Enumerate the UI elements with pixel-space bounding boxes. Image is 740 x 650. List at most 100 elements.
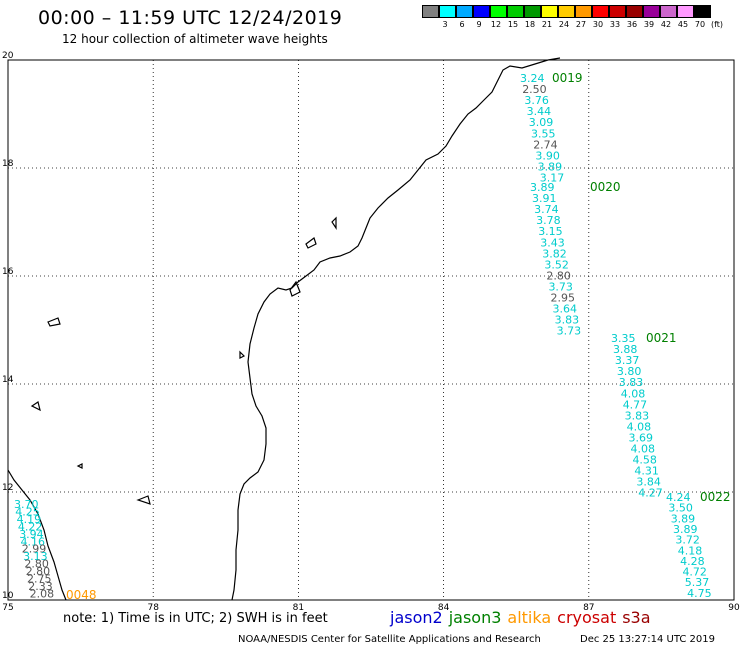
colorbar-label: 33: [609, 20, 621, 29]
swh-value-label: 3.90: [535, 149, 560, 162]
colorbar-label: 18: [524, 20, 536, 29]
swh-value-label: 3.76: [524, 94, 549, 107]
swh-value-label: 3.78: [536, 214, 561, 227]
coastline: [7, 57, 561, 601]
swh-value-label: 4.58: [632, 454, 657, 467]
colorbar-swatch: [660, 5, 677, 18]
x-tick-label: 81: [293, 603, 304, 613]
colorbar-swatch: [694, 5, 711, 18]
colorbar-swatch: [507, 5, 524, 18]
pass-id-label: 0019: [552, 71, 583, 85]
swh-value-label: 2.80: [26, 565, 51, 578]
coastline-main: [231, 57, 561, 601]
colorbar-label: 15: [507, 20, 519, 29]
swh-value-label: 3.35: [611, 332, 636, 345]
colorbar-label: 42: [660, 20, 672, 29]
swh-value-label: 3.73: [557, 325, 582, 338]
page-title: 00:00 – 11:59 UTC 12/24/2019: [38, 7, 343, 29]
credit-text: NOAA/NESDIS Center for Satellite Applica…: [238, 634, 541, 645]
swh-value-label: 3.17: [540, 171, 565, 184]
swh-value-label: 4.25: [15, 505, 40, 518]
coastline-south: [7, 469, 67, 601]
colorbar-label: 70: [694, 20, 706, 29]
y-tick-label: 20: [2, 51, 14, 61]
swh-value-label: 3.89: [530, 181, 555, 194]
satellite-name: s3a: [622, 608, 651, 627]
swh-value-label: 3.69: [629, 431, 654, 444]
colorbar-label: 21: [541, 20, 553, 29]
swh-value-label: 3.74: [534, 203, 559, 216]
swh-value-label: 3.80: [617, 365, 642, 378]
swh-value-label: 3.88: [613, 343, 638, 356]
swh-value-label: 3.84: [636, 476, 661, 489]
pass-id-label: 0022: [700, 490, 731, 504]
swh-value-label: 3.94: [19, 528, 44, 541]
track-labels: 3.242.503.763.443.093.552.743.903.893.17…: [14, 71, 731, 602]
swh-value-label: 4.75: [687, 587, 712, 600]
swh-value-label: 4.28: [680, 555, 705, 568]
x-tick-label: 75: [2, 603, 13, 613]
swh-value-label: 5.37: [685, 576, 710, 589]
swh-value-label: 2.50: [522, 83, 547, 96]
swh-value-label: 4.31: [634, 465, 659, 478]
swh-value-label: 3.50: [668, 502, 693, 515]
plot-frame: [7, 59, 735, 601]
x-tick-label: 87: [583, 603, 594, 613]
swh-value-label: 3.44: [527, 105, 552, 118]
swh-value-label: 3.83: [555, 314, 580, 327]
colorbar-label: 36: [626, 20, 638, 29]
swh-value-label: 3.43: [540, 236, 565, 249]
swh-value-label: 3.89: [538, 160, 563, 173]
swh-value-label: 4.24: [666, 491, 691, 504]
colorbar-swatch: [524, 5, 541, 18]
swh-value-label: 4.77: [623, 398, 648, 411]
colorbar-swatch: [626, 5, 643, 18]
island-4: [239, 350, 246, 359]
swh-value-label: 3.82: [542, 247, 567, 260]
satellite-name: altika: [507, 608, 552, 627]
colorbar-swatch: [558, 5, 575, 18]
coastline-lake: [305, 237, 317, 249]
swh-value-label: 4.27: [638, 487, 663, 500]
colorbar-swatch: [422, 5, 439, 18]
swh-value-label: 3.72: [675, 534, 700, 547]
island-2: [30, 401, 41, 412]
swh-value-label: 3.89: [671, 512, 696, 525]
colorbar-swatch: [490, 5, 507, 18]
satellite-name: jason3: [448, 608, 502, 627]
colorbar-label: 3: [442, 20, 448, 29]
colorbar-label: 45: [677, 20, 689, 29]
swh-value-label: 2.75: [27, 573, 52, 586]
timestamp-text: Dec 25 13:27:14 UTC 2019: [580, 634, 715, 645]
page-subtitle: 12 hour collection of altimeter wave hei…: [62, 32, 328, 46]
swh-value-label: 4.72: [682, 566, 707, 579]
colorbar-label: 9: [476, 20, 482, 29]
swh-value-label: 3.52: [544, 258, 569, 271]
swh-value-label: 4.19: [17, 513, 41, 526]
swh-value-label: 3.15: [538, 225, 563, 238]
colorbar-label: 24: [558, 20, 570, 29]
swh-value-label: 3.64: [553, 303, 578, 316]
swh-value-label: 3.13: [23, 550, 47, 563]
swh-value-label: 2.08: [30, 587, 54, 600]
swh-value-label: 4.08: [631, 443, 656, 456]
island-3: [136, 495, 151, 505]
colorbar-swatch: [677, 5, 694, 18]
swh-value-label: 2.99: [22, 543, 47, 556]
swh-value-label: 3.83: [625, 409, 650, 422]
satellite-name: cryosat: [557, 608, 617, 627]
pass-id-label: 0021: [646, 331, 677, 345]
colorbar-swatch: [643, 5, 660, 18]
colorbar-label: 39: [643, 20, 655, 29]
swh-value-label: 3.89: [673, 523, 698, 536]
colorbar-label: 27: [575, 20, 587, 29]
swh-value-label: 2.80: [546, 269, 571, 282]
island-5: [76, 463, 83, 469]
x-tick-label: 84: [438, 603, 450, 613]
swh-value-label: 3.91: [532, 192, 557, 205]
swh-value-label: 3.70: [14, 498, 39, 511]
footer-note: note: 1) Time is in UTC; 2) SWH is in fe…: [63, 611, 328, 626]
swh-value-label: 3.24: [520, 72, 545, 85]
pass-id-label: 0048: [66, 588, 97, 602]
